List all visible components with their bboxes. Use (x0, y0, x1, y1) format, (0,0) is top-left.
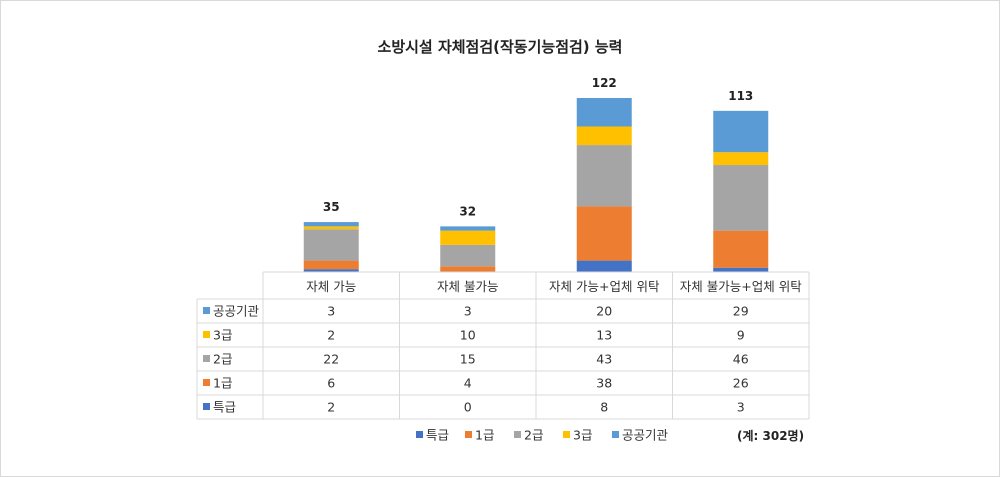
bar-2-0 (303, 229, 359, 261)
bar-2-3 (713, 165, 769, 231)
cell-3-0: 6 (327, 376, 335, 391)
chart-title: 소방시설 자체점검(작동기능점검) 능력 (377, 38, 623, 56)
cell-4-2: 8 (600, 400, 608, 415)
total-label-0: 35 (323, 200, 340, 214)
category-label-1: 자체 불가능 (437, 279, 498, 294)
legend-key-4 (612, 431, 619, 438)
cell-0-0: 3 (327, 304, 335, 319)
cell-2-3: 46 (733, 352, 749, 367)
row-label-2: 2급 (213, 352, 232, 367)
bar-3-1 (440, 230, 496, 245)
bar-1-0 (303, 260, 359, 270)
cell-0-2: 20 (596, 304, 612, 319)
bar-0-2 (576, 260, 632, 272)
cell-0-1: 3 (464, 304, 472, 319)
cell-4-0: 2 (327, 400, 335, 415)
category-label-2: 자체 가능+업체 위탁 (549, 279, 660, 294)
legend-key-0 (416, 431, 423, 438)
cell-0-3: 29 (733, 304, 749, 319)
cell-3-1: 4 (464, 376, 472, 391)
cell-4-3: 3 (737, 400, 745, 415)
total-label-2: 122 (592, 76, 617, 90)
cell-1-2: 13 (596, 328, 612, 343)
row-label-1: 3급 (213, 328, 232, 343)
bar-3-3 (713, 152, 769, 166)
row-key-1 (203, 331, 210, 338)
bar-1-2 (576, 206, 632, 261)
legend-key-2 (514, 431, 521, 438)
bar-2-1 (440, 244, 496, 267)
bar-0-0 (303, 269, 359, 272)
cell-2-0: 22 (323, 352, 339, 367)
cell-2-1: 15 (460, 352, 476, 367)
row-key-4 (203, 403, 210, 410)
row-key-0 (203, 307, 210, 314)
bar-4-1 (440, 226, 496, 231)
cell-3-3: 26 (733, 376, 749, 391)
cell-3-2: 38 (596, 376, 612, 391)
legend-label-1: 1급 (475, 428, 494, 443)
row-label-0: 공공기관 (213, 304, 260, 319)
bar-4-0 (303, 222, 359, 227)
legend-key-1 (465, 431, 472, 438)
bar-4-2 (576, 98, 632, 127)
legend-label-2: 2급 (524, 428, 543, 443)
cell-4-1: 0 (464, 400, 472, 415)
cell-1-3: 9 (737, 328, 745, 343)
bar-4-3 (713, 110, 769, 153)
bar-2-2 (576, 145, 632, 207)
category-label-3: 자체 불가능+업체 위탁 (680, 279, 802, 294)
legend-label-3: 3급 (573, 428, 592, 443)
row-key-2 (203, 355, 210, 362)
row-label-4: 특급 (213, 400, 236, 415)
bar-3-0 (303, 226, 359, 230)
category-label-0: 자체 가능 (306, 279, 356, 294)
bar-1-3 (713, 230, 769, 268)
legend-label-0: 특급 (426, 428, 449, 443)
legend-label-4: 공공기관 (622, 428, 669, 443)
cell-2-2: 43 (596, 352, 612, 367)
bar-3-2 (576, 126, 632, 146)
cell-1-0: 2 (327, 328, 335, 343)
row-key-3 (203, 379, 210, 386)
total-note: (계: 302명) (737, 429, 805, 443)
cell-1-1: 10 (460, 328, 476, 343)
total-label-1: 32 (459, 204, 476, 218)
bar-1-1 (440, 266, 496, 272)
legend-key-3 (563, 431, 570, 438)
total-label-3: 113 (728, 89, 753, 103)
bar-0-3 (713, 267, 769, 272)
row-label-3: 1급 (213, 376, 232, 391)
